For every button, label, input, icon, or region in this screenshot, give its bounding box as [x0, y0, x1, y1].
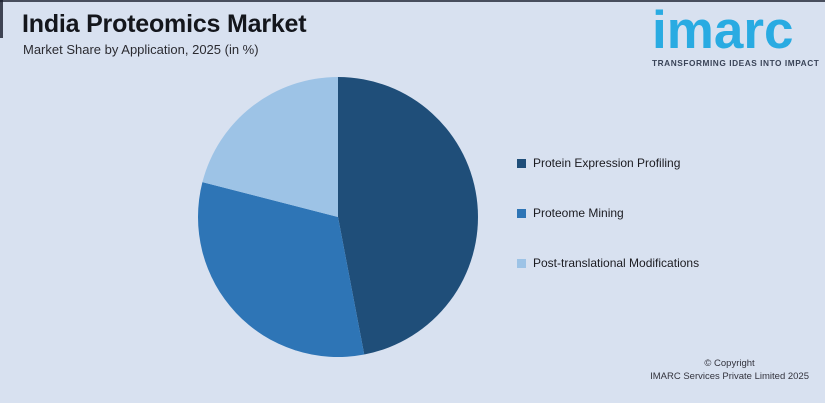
left-edge-line: [0, 0, 3, 38]
top-edge-line: [0, 0, 825, 2]
copyright-line1: © Copyright: [704, 358, 755, 369]
page-title: India Proteomics Market: [22, 10, 307, 38]
legend-swatch-icon: [517, 208, 526, 218]
pie-slice-3: [202, 77, 338, 217]
pie-chart-container: [198, 77, 478, 357]
legend-label: Post-translational Modifications: [533, 256, 700, 270]
page-subtitle: Market Share by Application, 2025 (in %): [23, 42, 259, 57]
legend-label: Proteome Mining: [533, 206, 624, 220]
legend-swatch-icon: [517, 258, 526, 268]
legend-item: Post-translational Modifications: [517, 256, 699, 270]
chart-legend: Protein Expression Profiling Proteome Mi…: [517, 156, 699, 306]
legend-label: Protein Expression Profiling: [533, 156, 681, 170]
legend-item: Proteome Mining: [517, 206, 699, 220]
imarc-logo: imarc TRANSFORMING IDEAS INTO IMPACT: [652, 1, 820, 69]
copyright-notice: © Copyright IMARC Services Private Limit…: [650, 358, 809, 384]
pie-chart: [198, 77, 478, 357]
copyright-line2: IMARC Services Private Limited 2025: [650, 370, 809, 382]
legend-swatch-icon: [517, 158, 526, 168]
legend-item: Protein Expression Profiling: [517, 156, 699, 170]
imarc-logo-tagline: TRANSFORMING IDEAS INTO IMPACT: [652, 58, 820, 69]
pie-slice-1: [338, 77, 478, 355]
pie-slice-2: [198, 182, 365, 357]
imarc-logo-wordmark: imarc: [652, 1, 794, 60]
